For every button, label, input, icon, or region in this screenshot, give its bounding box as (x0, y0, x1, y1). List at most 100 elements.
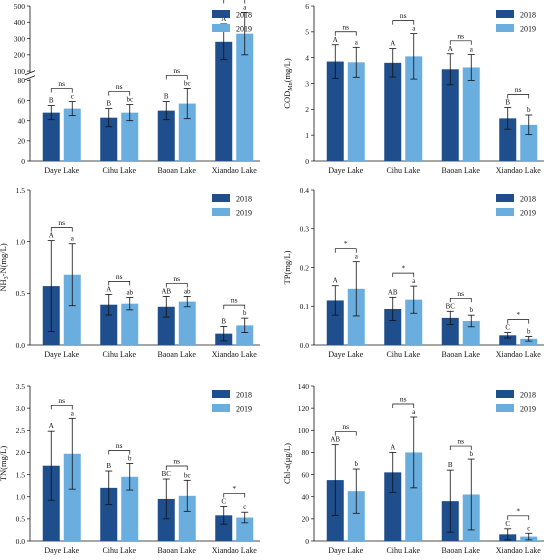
legend-swatch-2019 (212, 24, 230, 32)
x-category-label: Baoan Lake (158, 166, 197, 175)
significance-letter: A (448, 45, 453, 53)
significance-mark: ns (457, 437, 464, 446)
significance-letter: A (390, 40, 395, 48)
y-tick-label: 400 (14, 18, 26, 27)
axis-break-mark (24, 70, 36, 76)
significance-letter: C (505, 520, 510, 528)
significance-mark: ns (342, 422, 349, 431)
bar-2019-0 (347, 288, 365, 345)
bar-2019-1 (405, 56, 423, 161)
x-category-label: Cihu Lake (386, 166, 420, 175)
legend-swatch-2018 (212, 390, 230, 398)
y-tick-label: 0 (305, 157, 309, 166)
x-category-label: Xiandao Lake (496, 166, 542, 175)
bar-2019-3 (236, 33, 254, 162)
significance-bracket (108, 281, 131, 286)
significance-bracket (223, 0, 246, 4)
significance-letter: b (355, 460, 359, 468)
significance-letter: AB (388, 288, 398, 296)
significance-mark: * (401, 264, 405, 273)
bar-2018-3 (215, 515, 233, 541)
bar-2018-1 (384, 308, 402, 345)
legend-label: 2018 (236, 391, 252, 400)
y-tick-label: 3.0 (16, 404, 26, 413)
y-tick-label: 2 (305, 105, 309, 114)
bar-2018-1 (100, 304, 118, 345)
legend-swatch-2018 (496, 194, 514, 202)
significance-bracket (392, 403, 415, 408)
x-category-label: Xiandao Lake (212, 546, 258, 555)
significance-letter: c (527, 524, 530, 532)
y-tick-label: 0.0 (16, 537, 26, 546)
x-category-label: Baoan Lake (158, 350, 197, 359)
y-tick-label: 80 (18, 76, 26, 85)
legend-label: 2018 (520, 391, 536, 400)
y-axis-label-main: TN(mg/L) (0, 446, 8, 482)
y-tick-label: 0 (21, 157, 25, 166)
significance-letter: a (470, 46, 474, 54)
bar-2019-3 (520, 338, 538, 345)
bar-2019-0 (63, 274, 81, 345)
legend-swatch-2018 (212, 194, 230, 202)
significance-letter: B (106, 100, 111, 108)
y-tick-label: 3 (305, 79, 309, 88)
x-category-label: Daye Lake (44, 166, 79, 175)
significance-letter: b (470, 450, 474, 458)
y-axis-label: TN(mg/L) (0, 446, 8, 482)
y-axis-label-subscript: Mn (288, 82, 294, 90)
bar-2018-1 (384, 62, 402, 162)
significance-mark: ns (173, 457, 180, 466)
y-tick-label: 60 (302, 470, 310, 479)
legend-label: 2018 (520, 195, 536, 204)
significance-bracket (392, 272, 415, 278)
significance-bracket (50, 404, 73, 410)
y-tick-label: 0.5 (16, 289, 26, 298)
legend-swatch-2019 (496, 24, 514, 32)
legend-swatch-2018 (212, 10, 230, 18)
significance-bracket (449, 297, 472, 303)
y-tick-label: 0.0 (300, 341, 310, 350)
axis-break-gap (25, 72, 35, 79)
bar-2019-2 (462, 320, 480, 345)
bar-2019-1 (121, 112, 139, 161)
significance-letter: c (71, 93, 74, 101)
significance-bracket (165, 75, 188, 80)
bar-2018-2 (157, 306, 175, 345)
legend-label: 2018 (236, 195, 252, 204)
axis-break-mark (24, 75, 36, 81)
bar-2019-1 (405, 299, 423, 345)
bar-2018-2 (441, 317, 459, 345)
significance-mark: ns (400, 11, 407, 20)
x-category-label: Daye Lake (328, 546, 363, 555)
significance-mark: ns (173, 274, 180, 283)
significance-bracket (507, 94, 530, 99)
y-axis-label-main: TP(mg/L) (282, 250, 292, 284)
significance-letter: C (221, 497, 226, 505)
bar-2018-0 (42, 465, 60, 541)
x-category-label: Baoan Lake (158, 546, 197, 555)
bar-2019-3 (520, 124, 538, 161)
y-tick-label: 0.4 (300, 186, 310, 195)
y-tick-label: 120 (298, 404, 310, 413)
significance-letter: c (243, 503, 246, 511)
y-axis-label-subscript: 3 (4, 276, 10, 279)
y-tick-label: 500 (14, 2, 26, 11)
significance-mark: * (344, 239, 348, 248)
significance-letter: a (355, 38, 359, 46)
x-category-label: Cihu Lake (102, 166, 136, 175)
bar-2018-0 (326, 61, 344, 161)
significance-mark: ns (515, 85, 522, 94)
y-tick-label: 20 (18, 137, 26, 146)
y-tick-label: 1.0 (16, 237, 26, 246)
significance-letter: a (412, 25, 416, 33)
significance-bracket (334, 248, 357, 253)
significance-letter: AB (330, 436, 340, 444)
significance-letter: bc (126, 96, 133, 104)
bar-2019-1 (121, 476, 139, 541)
significance-mark: ns (116, 441, 123, 450)
x-category-label: Daye Lake (328, 166, 363, 175)
bar-2018-3 (499, 118, 517, 161)
y-axis-label-unit: -N(mg/L) (0, 243, 8, 276)
